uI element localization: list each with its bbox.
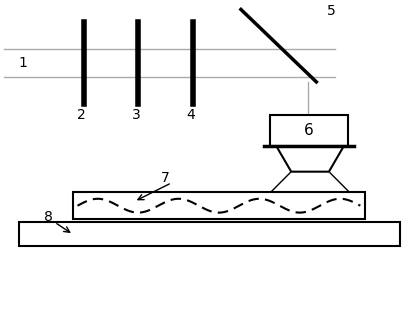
Text: 5: 5 xyxy=(327,4,335,18)
Text: 1: 1 xyxy=(18,56,28,70)
Bar xyxy=(19,222,400,246)
Text: 7: 7 xyxy=(161,171,170,185)
Text: 2: 2 xyxy=(78,108,86,122)
Text: 8: 8 xyxy=(44,210,53,224)
Text: 3: 3 xyxy=(132,108,140,122)
Bar xyxy=(73,192,365,219)
Bar xyxy=(270,115,348,146)
Text: 4: 4 xyxy=(186,108,195,122)
Polygon shape xyxy=(277,146,344,172)
Text: 6: 6 xyxy=(304,123,314,138)
